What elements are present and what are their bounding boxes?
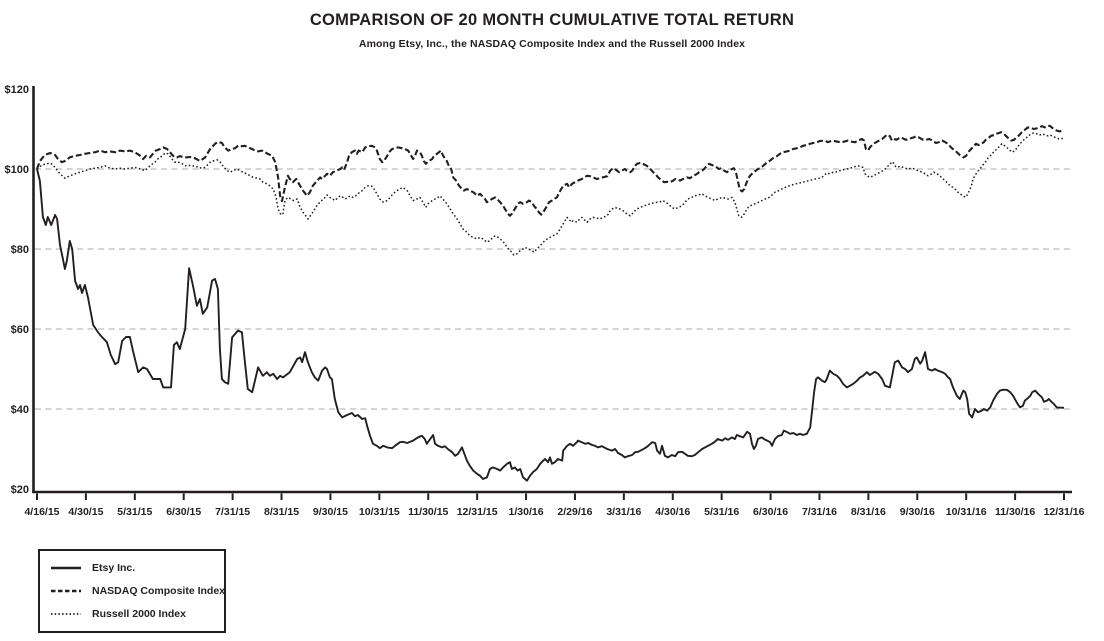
- x-tick-label: 11/30/16: [995, 506, 1035, 518]
- x-tick-label: 9/30/16: [900, 506, 935, 518]
- legend-label-nasdaq: NASDAQ Composite Index: [92, 585, 226, 597]
- x-tick-label: 3/31/16: [606, 506, 641, 518]
- x-tick-label: 9/30/15: [313, 506, 348, 518]
- x-tick-label: 7/31/16: [802, 506, 837, 518]
- x-tick-label: 4/30/16: [655, 506, 690, 518]
- x-tick-label: 4/16/15: [24, 506, 59, 518]
- legend-label-russell: Russell 2000 Index: [92, 608, 186, 620]
- x-tick-label: 5/31/16: [704, 506, 739, 518]
- x-tick-label: 7/31/15: [215, 506, 250, 518]
- x-tick-label: 4/30/15: [68, 506, 103, 518]
- x-tick-label: 6/30/16: [753, 506, 788, 518]
- dotted-line-icon: [51, 613, 81, 615]
- y-tick-label: $120: [5, 84, 29, 96]
- series-line-nasdaq-composite-index: [36, 124, 1065, 217]
- page-subtitle: Among Etsy, Inc., the NASDAQ Composite I…: [358, 38, 746, 50]
- x-tick-label: 11/30/15: [408, 506, 448, 518]
- series-line-etsy-inc-: [36, 168, 1065, 482]
- x-tick-label: 12/31/16: [1044, 506, 1085, 518]
- y-tick-label: $20: [11, 484, 29, 496]
- x-tick-label: 8/31/16: [851, 506, 886, 518]
- solid-line-icon: [51, 566, 81, 570]
- x-tick-label: 5/31/15: [117, 506, 152, 518]
- legend-item-nasdaq: NASDAQ Composite Index: [49, 585, 226, 597]
- x-tick-label: 6/30/15: [166, 506, 201, 518]
- chart-legend: Etsy Inc. NASDAQ Composite Index Russell…: [38, 549, 226, 633]
- x-tick-label: 10/31/16: [946, 506, 987, 518]
- y-tick-label: $60: [11, 324, 29, 336]
- y-tick-label: $100: [5, 164, 29, 176]
- x-tick-label: 8/31/15: [264, 506, 299, 518]
- legend-item-etsy: Etsy Inc.: [49, 562, 224, 574]
- dashed-line-icon: [51, 589, 81, 593]
- x-tick-label: 12/31/15: [457, 506, 498, 518]
- x-tick-label: 10/31/15: [359, 506, 400, 518]
- legend-item-russell: Russell 2000 Index: [49, 608, 224, 620]
- x-tick-label: 2/29/16: [557, 506, 592, 518]
- x-tick-label: 1/30/16: [509, 506, 544, 518]
- page-title: COMPARISON OF 20 MONTH CUMULATIVE TOTAL …: [309, 11, 795, 29]
- legend-label-etsy: Etsy Inc.: [92, 562, 136, 574]
- y-tick-label: $80: [11, 244, 29, 256]
- series-line-russell-2000-index: [36, 132, 1065, 256]
- y-tick-label: $40: [11, 404, 29, 416]
